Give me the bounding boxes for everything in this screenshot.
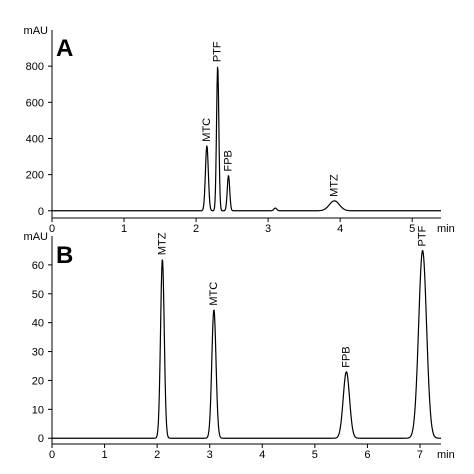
panel-a-y-tick-label: 200 <box>26 170 44 182</box>
panel-a-trace <box>51 66 442 212</box>
panel-b-y-tick-label: 60 <box>32 260 44 272</box>
panel-b-y-tick-label: 20 <box>32 375 44 387</box>
panel-b-trace <box>51 250 442 439</box>
panel-b-peak-label-fpb: FPB <box>340 346 352 367</box>
panel-a-y-tick-label: 0 <box>38 206 44 218</box>
panel-a-peak-label-fpb: FPB <box>222 150 234 171</box>
panel-b-x-tick-label: 0 <box>49 449 55 461</box>
panel-b-peak-label-ptf: PTF <box>417 225 429 246</box>
panel-a-y-unit-label: mAU <box>24 25 49 37</box>
panel-a-peak-label-mtc: MTC <box>201 118 213 142</box>
panel-a-peak-label-mtz: MTZ <box>328 174 340 197</box>
panel-a-x-tick-label: 3 <box>265 223 271 235</box>
panel-b-x-tick-label: 3 <box>207 449 213 461</box>
panel-a-x-tick-label: 4 <box>337 223 343 235</box>
panel-b-x-tick-label: 2 <box>154 449 160 461</box>
panel-b-y-unit-label: mAU <box>24 231 49 243</box>
panel-b-y-tick-label: 40 <box>32 318 44 330</box>
panel-b-x-tick-label: 4 <box>259 449 265 461</box>
panel-b-peak-label-mtc: MTC <box>208 282 220 306</box>
panel-b-y-tick-label: 0 <box>38 433 44 445</box>
panel-b-x-tick-label: 1 <box>102 449 108 461</box>
panel-b-x-tick-label: 5 <box>312 449 318 461</box>
panel-a-x-tick-label: 1 <box>121 223 127 235</box>
panel-a-x-tick-label: 2 <box>193 223 199 235</box>
panel-b-y-tick-label: 50 <box>32 289 44 301</box>
panel-b-x-tick-label: 6 <box>364 449 370 461</box>
panel-b-y-tick-label: 30 <box>32 347 44 359</box>
panel-b-letter: B <box>56 242 73 269</box>
panel-b-y-tick-label: 10 <box>32 404 44 416</box>
panel-a-y-tick-label: 800 <box>26 61 44 73</box>
panel-a-y-tick-label: 600 <box>26 97 44 109</box>
panel-a-x-unit-label: min <box>437 223 455 235</box>
panel-b-peak-label-mtz: MTZ <box>156 232 168 255</box>
panel-a-letter: A <box>56 35 73 62</box>
panel-a-y-tick-label: 400 <box>26 133 44 145</box>
panel-b-x-tick-label: 7 <box>417 449 423 461</box>
panel-a-x-tick-label: 0 <box>49 223 55 235</box>
panel-a-x-tick-label: 5 <box>409 223 415 235</box>
panel-a-peak-label-ptf: PTF <box>212 41 224 62</box>
panel-b-x-unit-label: min <box>437 449 455 461</box>
